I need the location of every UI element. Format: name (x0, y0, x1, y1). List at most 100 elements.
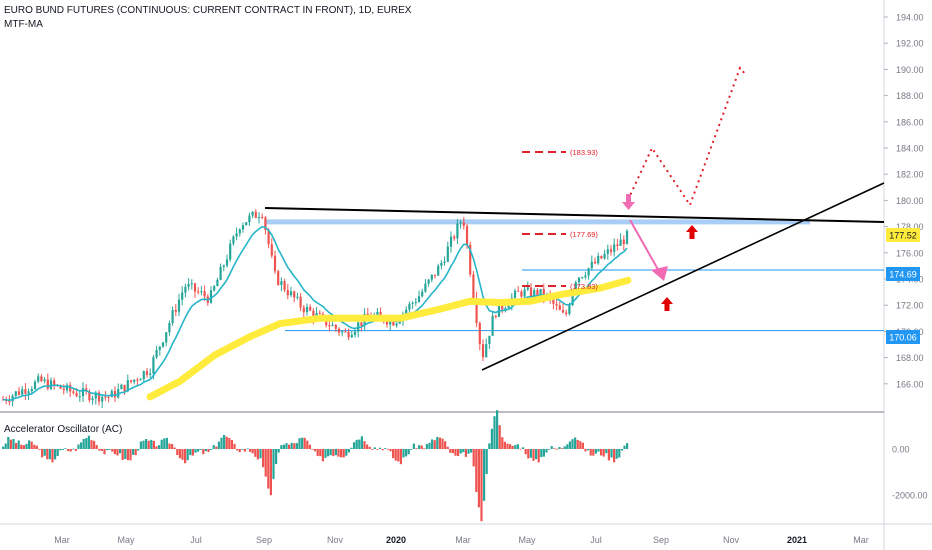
oscillator-bar (314, 449, 317, 452)
oscillator-bar (186, 449, 189, 461)
oscillator-bar (100, 449, 103, 451)
oscillator-bar (355, 439, 358, 449)
oscillator-bar (410, 449, 413, 450)
time-axis-label: Jul (190, 535, 202, 545)
price-tick-label: 184.00 (896, 144, 924, 154)
time-axis-label: Nov (327, 535, 344, 545)
oscillator-bar (360, 436, 363, 449)
candle-body (129, 380, 133, 382)
price-tick-label: 186.00 (896, 117, 924, 127)
oscillator-bar (444, 441, 447, 449)
oscillator-bar (46, 449, 49, 460)
oscillator-bar (103, 449, 106, 455)
candle-body (257, 217, 261, 219)
candle-body (494, 315, 497, 317)
oscillator-bar (550, 446, 553, 449)
candle-body (334, 324, 337, 329)
oscillator-bar (56, 449, 59, 457)
candle-body (552, 298, 555, 304)
oscillator-bar (542, 449, 545, 457)
candle-body (158, 346, 161, 350)
candle-body (376, 311, 379, 316)
oscillator-bar (470, 449, 473, 453)
oscillator-bar (493, 416, 496, 449)
candle-body (91, 398, 94, 401)
oscillator-bar (246, 448, 249, 450)
candle-body (69, 384, 72, 392)
candle-body (558, 305, 561, 310)
oscillator-bar (373, 447, 376, 449)
candle-body (520, 291, 523, 297)
oscillator-bar (555, 448, 558, 450)
time-axis-label: 2021 (787, 535, 807, 545)
candle-body (283, 281, 286, 291)
oscillator-label[interactable]: Accelerator Oscillator (AC) (4, 424, 123, 435)
candle-body (65, 384, 69, 391)
price-tick-label: 192.00 (896, 39, 924, 49)
oscillator-bar (93, 440, 96, 449)
oscillator-bar (181, 449, 184, 460)
candle-body (21, 389, 24, 395)
oscillator-bar (316, 449, 319, 456)
candle-body (174, 310, 177, 312)
up-arrow-icon (686, 225, 698, 239)
candle-body (584, 275, 587, 278)
oscillator-bar (111, 449, 114, 452)
oscillator-bar (514, 445, 517, 449)
oscillator-bar (9, 439, 12, 449)
candle-body (600, 255, 603, 259)
oscillator-bar (241, 449, 244, 450)
oscillator-bar (519, 448, 522, 450)
candle-body (155, 349, 158, 358)
candle-body (417, 296, 421, 303)
oscillator-bar (610, 449, 613, 458)
pullback-line (629, 219, 661, 274)
candle-body (107, 396, 110, 398)
candle-body (152, 357, 155, 374)
oscillator-bar (35, 445, 38, 449)
candle-body (296, 296, 299, 298)
oscillator-bar (438, 437, 441, 449)
candle-body (136, 379, 139, 381)
oscillator-bar (158, 445, 161, 449)
oscillator-bar (498, 425, 501, 449)
oscillator-bar (347, 449, 350, 453)
oscillator-bar (80, 442, 83, 449)
candle-body (30, 388, 33, 392)
candle-body (59, 385, 62, 389)
oscillator-bar (545, 449, 548, 453)
oscillator-bar (74, 449, 77, 451)
oscillator-bar (446, 446, 449, 449)
oscillator-bar (280, 445, 283, 449)
oscillator-bar (251, 449, 254, 454)
oscillator-bar (7, 436, 10, 449)
candle-body (261, 217, 264, 219)
indicator-label[interactable]: MTF-MA (4, 19, 43, 30)
candle-body (430, 274, 433, 280)
candle-body (616, 244, 619, 246)
candle-body (171, 310, 174, 324)
candle-body (248, 215, 251, 223)
oscillator-bar (602, 449, 605, 457)
candle-body (49, 380, 53, 389)
candle-body (245, 222, 248, 226)
candle-body (533, 290, 536, 298)
candle-body (53, 380, 56, 385)
candle-body (392, 319, 395, 326)
oscillator-bar (574, 437, 577, 449)
candle-body (277, 271, 280, 285)
oscillator-bar (147, 440, 150, 449)
oscillator-bar (15, 443, 18, 449)
oscillator-bar (353, 442, 356, 449)
price-badge-label: 174.69 (889, 270, 917, 280)
candle-body (97, 392, 101, 402)
oscillator-bar (233, 443, 236, 449)
oscillator-bar (106, 449, 109, 451)
oscillator-bar (407, 449, 410, 455)
price-tick-label: 188.00 (896, 91, 924, 101)
oscillator-bar (553, 448, 556, 450)
candle-body (264, 217, 267, 230)
price-tick-label: 168.00 (896, 353, 924, 363)
candle-body (312, 310, 315, 319)
